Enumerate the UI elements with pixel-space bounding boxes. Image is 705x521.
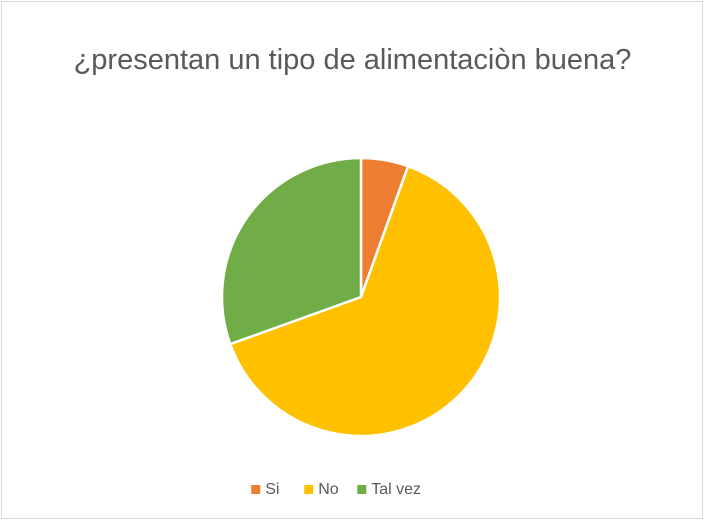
legend-label: Tal vez bbox=[371, 481, 421, 498]
legend-label: No bbox=[318, 481, 339, 498]
pie-slice bbox=[228, 164, 502, 438]
legend-swatch bbox=[304, 485, 314, 494]
legend-swatch bbox=[251, 485, 261, 494]
legend-swatch bbox=[357, 485, 367, 494]
legend-label: Si bbox=[265, 481, 279, 498]
pie-slice bbox=[220, 156, 363, 346]
chart-title: ¿presentan un tipo de alimentaciòn buena… bbox=[73, 44, 632, 76]
